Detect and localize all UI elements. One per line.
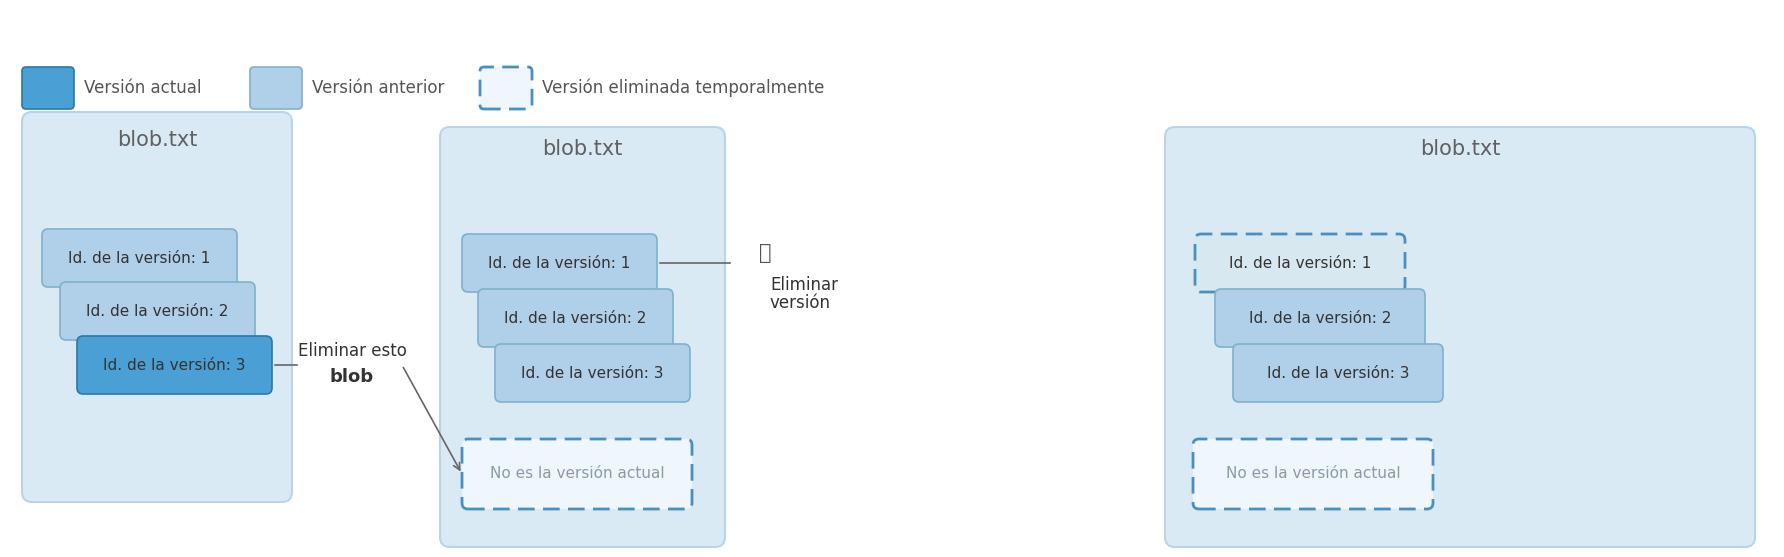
Text: Id. de la versión: 1: Id. de la versión: 1	[1229, 256, 1372, 271]
Text: Id. de la versión: 1: Id. de la versión: 1	[489, 256, 632, 271]
FancyBboxPatch shape	[61, 282, 255, 340]
Text: Versión actual: Versión actual	[84, 79, 202, 97]
Text: blob.txt: blob.txt	[542, 139, 623, 159]
FancyBboxPatch shape	[478, 289, 673, 347]
Text: Id. de la versión: 1: Id. de la versión: 1	[68, 251, 211, 266]
FancyBboxPatch shape	[1193, 439, 1433, 509]
FancyBboxPatch shape	[21, 67, 73, 109]
FancyBboxPatch shape	[43, 229, 237, 287]
Text: blob: blob	[330, 368, 375, 386]
Text: blob.txt: blob.txt	[1420, 139, 1500, 159]
Text: Id. de la versión: 2: Id. de la versión: 2	[86, 304, 228, 319]
Text: No es la versión actual: No es la versión actual	[489, 467, 664, 481]
FancyBboxPatch shape	[1215, 289, 1425, 347]
Text: Eliminar: Eliminar	[771, 276, 838, 294]
FancyBboxPatch shape	[21, 112, 293, 502]
FancyBboxPatch shape	[441, 127, 724, 547]
FancyBboxPatch shape	[480, 67, 532, 109]
FancyBboxPatch shape	[77, 336, 271, 394]
FancyBboxPatch shape	[462, 234, 657, 292]
FancyBboxPatch shape	[250, 67, 301, 109]
Text: Id. de la versión: 3: Id. de la versión: 3	[103, 358, 246, 373]
Text: Id. de la versión: 2: Id. de la versión: 2	[1249, 310, 1392, 325]
Text: Versión anterior: Versión anterior	[312, 79, 444, 97]
FancyBboxPatch shape	[1233, 344, 1443, 402]
Text: No es la versión actual: No es la versión actual	[1226, 467, 1400, 481]
FancyBboxPatch shape	[494, 344, 690, 402]
Text: Id. de la versión: 3: Id. de la versión: 3	[521, 365, 664, 380]
FancyBboxPatch shape	[1195, 234, 1406, 292]
Text: Id. de la versión: 3: Id. de la versión: 3	[1267, 365, 1409, 380]
Text: Eliminar esto: Eliminar esto	[298, 342, 407, 360]
FancyBboxPatch shape	[1165, 127, 1755, 547]
FancyBboxPatch shape	[462, 439, 692, 509]
Text: Versión eliminada temporalmente: Versión eliminada temporalmente	[542, 79, 824, 97]
Text: 🗑: 🗑	[758, 243, 771, 263]
Text: blob.txt: blob.txt	[116, 130, 198, 150]
Text: Id. de la versión: 2: Id. de la versión: 2	[505, 310, 646, 325]
Text: versión: versión	[771, 294, 831, 312]
